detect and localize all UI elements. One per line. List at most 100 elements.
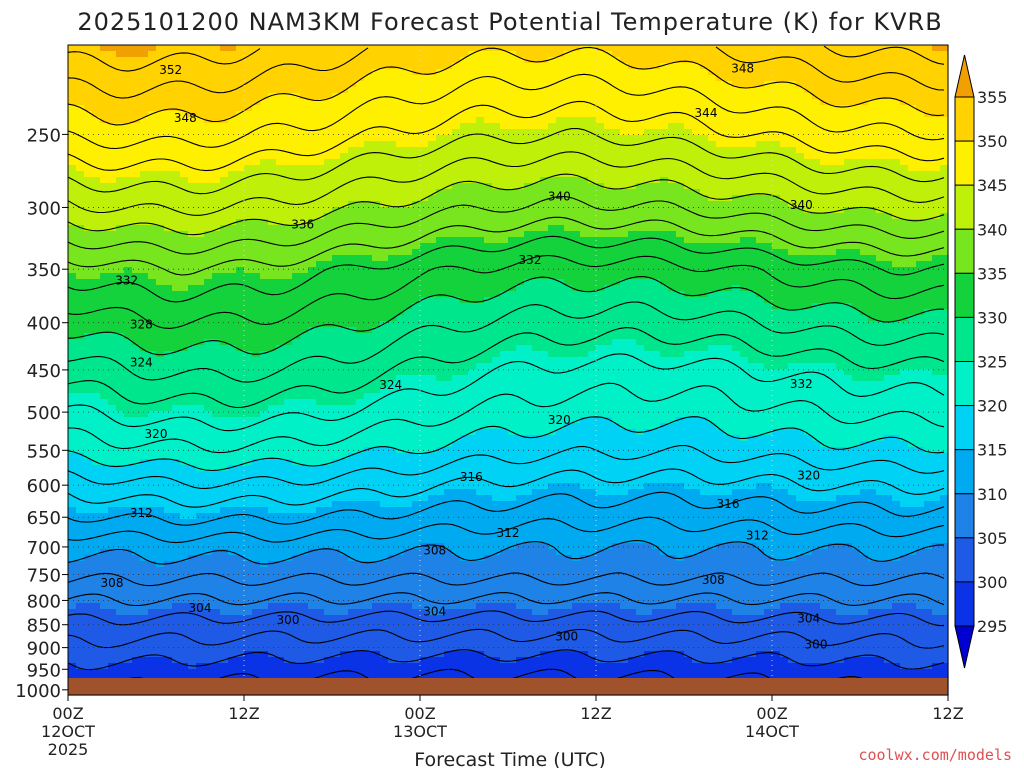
theta-cell [156, 105, 165, 112]
theta-cell [244, 321, 253, 328]
theta-cell [420, 591, 429, 598]
theta-cell [164, 243, 173, 250]
theta-cell [76, 603, 85, 610]
theta-cell [268, 465, 277, 472]
theta-cell [284, 627, 293, 634]
theta-cell [228, 567, 237, 574]
theta-cell [388, 123, 397, 130]
theta-cell [108, 201, 117, 208]
theta-cell [380, 267, 389, 274]
theta-cell [180, 459, 189, 466]
theta-cell [196, 645, 205, 652]
theta-cell [292, 267, 301, 274]
theta-cell [148, 645, 157, 652]
theta-cell [372, 339, 381, 346]
theta-cell [308, 267, 317, 274]
theta-cell [324, 261, 333, 268]
theta-cell [212, 615, 221, 622]
theta-cell [364, 621, 373, 628]
theta-cell [124, 141, 133, 148]
theta-cell [388, 471, 397, 478]
theta-cell [108, 183, 117, 190]
theta-cell [204, 501, 213, 508]
theta-cell [76, 111, 85, 118]
theta-cell [332, 603, 341, 610]
theta-cell [316, 333, 325, 340]
theta-cell [204, 651, 213, 658]
theta-cell [188, 171, 197, 178]
theta-cell [220, 537, 229, 544]
theta-cell [284, 525, 293, 532]
theta-cell [228, 411, 237, 418]
theta-cell [268, 69, 277, 76]
theta-cell [68, 639, 77, 646]
theta-cell [316, 165, 325, 172]
theta-cell [124, 81, 133, 88]
theta-cell [412, 669, 421, 676]
theta-cell [292, 339, 301, 346]
theta-cell [204, 657, 213, 664]
theta-cell [100, 525, 109, 532]
theta-cell [276, 435, 285, 442]
theta-cell [404, 171, 413, 178]
theta-cell [412, 261, 421, 268]
theta-cell [428, 87, 437, 94]
theta-cell [252, 393, 261, 400]
theta-cell [244, 411, 253, 418]
theta-cell [300, 207, 309, 214]
theta-cell [68, 597, 77, 604]
theta-cell [284, 477, 293, 484]
theta-cell [196, 549, 205, 556]
theta-cell [172, 291, 181, 298]
theta-cell [396, 405, 405, 412]
theta-cell [108, 45, 117, 52]
theta-cell [164, 663, 173, 670]
theta-cell [188, 183, 197, 190]
theta-cell [252, 63, 261, 70]
theta-cell [300, 333, 309, 340]
theta-cell [124, 573, 133, 580]
theta-cell [300, 273, 309, 280]
theta-cell [356, 291, 365, 298]
theta-cell [164, 255, 173, 262]
theta-cell [300, 129, 309, 136]
theta-cell [140, 57, 149, 64]
theta-cell [428, 231, 437, 238]
theta-cell [228, 537, 237, 544]
theta-cell [284, 483, 293, 490]
theta-cell [292, 117, 301, 124]
theta-cell [228, 477, 237, 484]
theta-cell [196, 531, 205, 538]
theta-cell [188, 657, 197, 664]
theta-cell [108, 393, 117, 400]
theta-cell [340, 657, 349, 664]
theta-cell [188, 285, 197, 292]
theta-cell [260, 585, 269, 592]
theta-cell [236, 207, 245, 214]
theta-cell [116, 153, 125, 160]
theta-cell [212, 597, 221, 604]
theta-cell [132, 495, 141, 502]
theta-cell [164, 387, 173, 394]
theta-cell [396, 363, 405, 370]
theta-cell [260, 291, 269, 298]
theta-cell [236, 531, 245, 538]
theta-cell [428, 531, 437, 538]
theta-cell [188, 159, 197, 166]
theta-cell [204, 489, 213, 496]
theta-cell [108, 531, 117, 538]
theta-cell [204, 609, 213, 616]
theta-cell [124, 285, 133, 292]
theta-cell [148, 333, 157, 340]
theta-cell [364, 561, 373, 568]
theta-cell [68, 267, 77, 274]
theta-cell [244, 315, 253, 322]
theta-cell [140, 213, 149, 220]
theta-cell [164, 177, 173, 184]
theta-cell [420, 189, 429, 196]
theta-cell [116, 519, 125, 526]
theta-cell [108, 585, 117, 592]
theta-cell [180, 615, 189, 622]
theta-cell [108, 363, 117, 370]
theta-cell [180, 309, 189, 316]
